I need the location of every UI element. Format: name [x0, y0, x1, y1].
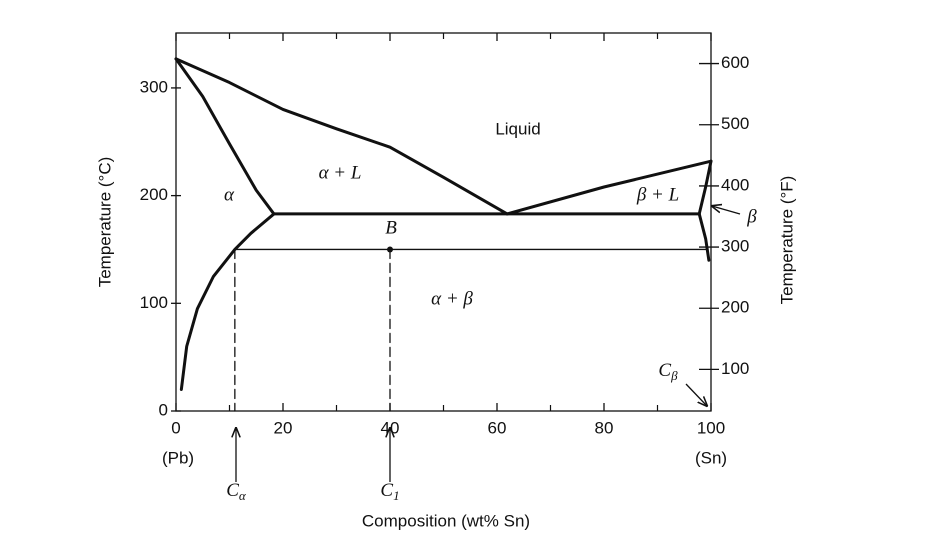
composition-label: C1 [380, 480, 399, 503]
y-tick-label: 300 [140, 77, 168, 96]
x-tick-label: 100 [697, 418, 725, 437]
y2-tick-label: 200 [721, 298, 749, 317]
phase-boundary [179, 212, 276, 391]
y2-tick-label: 500 [721, 114, 749, 133]
point [387, 246, 393, 253]
y-tick-label: 0 [159, 400, 168, 419]
y-tick-label: 100 [140, 293, 168, 312]
x-tick-label: 0 [171, 418, 180, 437]
composition-label: Cα [226, 480, 247, 503]
y2-tick-label: 300 [721, 237, 749, 256]
arrow [712, 206, 741, 215]
y-tick-label: 200 [140, 185, 168, 204]
annotation: α [224, 184, 235, 205]
annotation: (Sn) [695, 448, 727, 467]
x-tick-label: 20 [274, 418, 293, 437]
annotation: Liquid [495, 119, 540, 138]
phase-boundary [697, 212, 711, 262]
label-main: C [380, 480, 393, 501]
composition-label: Cβ [658, 360, 678, 383]
phase-boundary [174, 57, 276, 216]
x-axis-label: Composition (wt% Sn) [362, 511, 530, 530]
phase-boundary [505, 159, 713, 216]
annotation: (Pb) [162, 448, 194, 467]
plot-frame [175, 32, 712, 412]
y2-tick-label: 600 [721, 53, 749, 72]
y2-tick-label: 400 [721, 175, 749, 194]
y2-tick-label: 100 [721, 359, 749, 378]
annotation: B [385, 217, 397, 238]
y2-axis-label: Temperature (°F) [777, 176, 796, 305]
label-subscript: α [239, 488, 247, 503]
y-axis-label: Temperature (°C) [95, 157, 114, 288]
phase-boundary [174, 57, 509, 216]
x-tick-label: 60 [488, 418, 507, 437]
annotation: α + β [431, 288, 473, 309]
phase-boundary [697, 159, 713, 216]
x-tick-label: 40 [381, 418, 400, 437]
label-subscript: 1 [393, 488, 400, 503]
label-main: C [226, 480, 239, 501]
annotation: α + L [319, 162, 362, 183]
annotation: β + L [636, 184, 679, 205]
label-subscript: β [670, 368, 678, 383]
x-tick-label: 80 [595, 418, 614, 437]
annotation: β [746, 206, 757, 227]
label-main: C [658, 360, 671, 381]
arrow [685, 383, 707, 406]
